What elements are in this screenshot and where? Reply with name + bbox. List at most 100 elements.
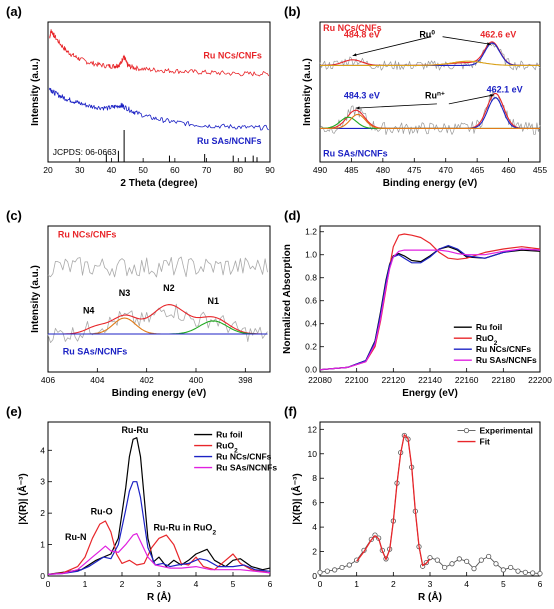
x-axis-label: Energy (eV) [402, 388, 458, 399]
data-point [493, 561, 499, 567]
x-tick-label: 402 [140, 375, 154, 385]
x-tick-label: 3 [157, 579, 162, 589]
x-tick-label: 22140 [418, 375, 442, 385]
x-tick-label: 22160 [455, 375, 479, 385]
x-tick-label: 0 [46, 579, 51, 589]
x-tick-label: 465 [470, 165, 484, 175]
data-point [317, 569, 323, 575]
arrow-head [487, 42, 491, 46]
arrow-head [490, 93, 495, 98]
x-tick-label: 1 [83, 579, 88, 589]
annotation: 484.8 eV [344, 29, 380, 39]
y-axis-label: Intensity (a.u.) [30, 265, 41, 333]
series-line [48, 304, 268, 335]
series-line [49, 29, 270, 77]
x-tick-label: 1 [354, 579, 359, 589]
series-line [319, 42, 541, 71]
legend-label: Ru SAs/NCNFs [476, 355, 537, 365]
x-tick-label: 30 [75, 165, 85, 175]
legend-label: Experimental [480, 426, 533, 436]
annotation: 462.1 eV [487, 85, 523, 95]
sample-label: Ru NCs/CNFs [323, 23, 382, 33]
legend-label: Ru SAs/NCNFs [216, 463, 277, 473]
series-line [319, 248, 541, 371]
x-tick-label: 22200 [528, 375, 552, 385]
x-tick-label: 50 [138, 165, 148, 175]
annotation: Ru-N [65, 532, 87, 542]
y-tick-label: 12 [308, 424, 318, 434]
data-point [471, 566, 477, 572]
y-tick-label: 1.2 [305, 227, 317, 237]
series-line [49, 87, 269, 131]
annotation: Run+ [425, 90, 445, 101]
legend-label: RuO2 [216, 441, 238, 455]
legend-label: Ru NCs/CNFs [476, 344, 532, 354]
x-tick-label: 480 [376, 165, 390, 175]
annotation-arrow [448, 94, 495, 105]
plot-frame [319, 421, 541, 577]
x-tick-label: 40 [107, 165, 117, 175]
y-tick-label: 6 [312, 498, 317, 508]
y-tick-label: 0.0 [305, 365, 317, 375]
data-point [508, 564, 514, 571]
x-tick-label: 460 [501, 165, 515, 175]
x-tick-label: 70 [202, 165, 212, 175]
annotation-part: Ru [425, 90, 437, 100]
legend-marker [463, 427, 470, 434]
series-line [47, 520, 271, 575]
x-tick-label: 90 [265, 165, 275, 175]
x-tick-label: 2 [120, 579, 125, 589]
x-tick-label: 22100 [345, 375, 369, 385]
data-point [449, 561, 455, 567]
annotation-arrow [352, 36, 432, 56]
y-tick-label: 2 [312, 547, 317, 557]
x-tick-label: 4 [194, 579, 199, 589]
panel-letter: (d) [284, 208, 301, 223]
legend-label: Fit [480, 437, 491, 447]
x-tick-label: 404 [90, 375, 104, 385]
x-tick-label: 6 [268, 579, 273, 589]
panel-letter: (c) [6, 208, 22, 223]
data-point [346, 562, 352, 568]
x-tick-label: 490 [313, 165, 327, 175]
peak-label: N3 [119, 288, 131, 298]
legend-label-part: RuO [216, 441, 234, 451]
data-point [537, 570, 543, 577]
y-tick-label: 0 [40, 571, 45, 581]
y-tick-label: 0 [312, 571, 317, 581]
series-label: Ru NCs/CNFs [203, 50, 262, 60]
y-axis-label: |X(R)| (Å⁻³) [290, 473, 303, 524]
reference-label: JCPDS: 06-0663 [53, 147, 117, 157]
data-point [332, 567, 338, 573]
arrow-head [355, 106, 360, 110]
annotation: 484.3 eV [344, 90, 380, 100]
annotation: Ru-Ru [121, 425, 148, 435]
series-line [320, 60, 540, 66]
x-tick-label: 455 [533, 165, 547, 175]
y-tick-label: 2 [40, 508, 45, 518]
y-axis-label: |X(R)| (Å⁻³) [16, 473, 29, 524]
x-axis-label: Binding energy (eV) [383, 178, 477, 189]
annotation-part: Ru-Ru in RuO [153, 522, 212, 532]
sample-label: Ru SAs/NCNFs [323, 148, 388, 158]
x-axis-label: R (Å) [147, 590, 171, 603]
series-line [47, 481, 271, 575]
data-point [522, 569, 528, 575]
peak-label: N1 [208, 296, 220, 306]
x-tick-label: 22120 [382, 375, 406, 385]
annotation-part: Ru [419, 29, 431, 39]
annotation-part: n+ [437, 90, 445, 97]
x-tick-label: 5 [501, 579, 506, 589]
plot-frame [47, 225, 271, 373]
arrow-head [352, 53, 357, 57]
annotation-part: 2 [212, 529, 216, 536]
plot-frame [47, 421, 271, 577]
y-tick-label: 0.8 [305, 273, 317, 283]
data-point [339, 564, 345, 571]
x-tick-label: 398 [238, 375, 252, 385]
plot-frame [319, 21, 541, 163]
y-tick-label: 1.0 [305, 250, 317, 260]
legend-label: RuO2 [476, 333, 498, 347]
